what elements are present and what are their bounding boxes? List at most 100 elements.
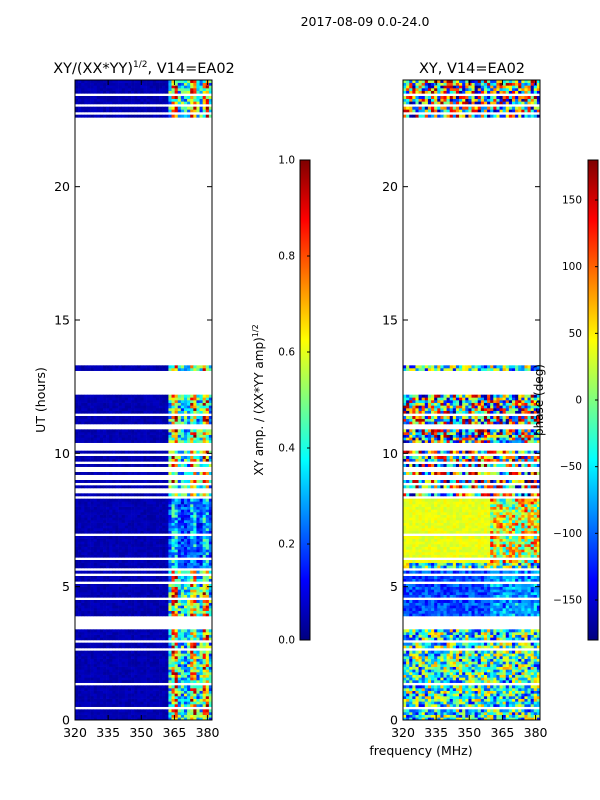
- amp-heat-cell: [208, 509, 213, 513]
- amp-heat-cell: [131, 704, 135, 707]
- phase-heat-cell: [468, 698, 472, 702]
- amp-heat-cell: [143, 450, 147, 454]
- amp-heat-cell: [208, 456, 213, 459]
- amp-heat-cell: [146, 509, 151, 513]
- amp-heat-cell: [81, 501, 85, 505]
- amp-heat-cell: [103, 717, 107, 721]
- amp-heat-cell: [118, 656, 122, 659]
- amp-heat-cell: [205, 90, 210, 94]
- amp-heat-cell: [162, 586, 166, 590]
- amp-heat-cell: [84, 669, 88, 673]
- amp-heat-cell: [177, 109, 182, 113]
- amp-heat-cell: [106, 509, 110, 513]
- amp-heat-cell: [90, 472, 94, 475]
- amp-heat-cell: [143, 688, 147, 691]
- amp-heat-cell: [121, 96, 126, 99]
- amp-heat-cell: [93, 656, 98, 659]
- amp-heat-cell: [140, 610, 144, 614]
- amp-heat-cell: [137, 645, 141, 649]
- amp-heat-cell: [118, 480, 122, 483]
- amp-heat-cell: [202, 693, 207, 697]
- amp-heat-cell: [177, 696, 182, 699]
- amp-heat-cell: [196, 602, 200, 606]
- amp-heat-cell: [180, 368, 185, 371]
- amp-heat-cell: [90, 664, 94, 667]
- amp-heat-cell: [190, 685, 194, 689]
- amp-heat-cell: [168, 552, 172, 555]
- amp-heat-cell: [174, 410, 179, 414]
- amp-heat-cell: [190, 514, 194, 518]
- phase-heat-cell: [462, 704, 466, 707]
- amp-heat-cell: [202, 717, 207, 721]
- amp-heat-cell: [174, 520, 179, 523]
- amp-heat-cell: [205, 549, 210, 553]
- amp-heat-cell: [199, 421, 203, 425]
- amp-heat-cell: [134, 672, 138, 675]
- amp-heat-cell: [190, 480, 194, 483]
- amp-heat-cell: [75, 98, 79, 102]
- amp-heat-cell: [171, 664, 175, 667]
- amp-heat-cell: [84, 549, 88, 553]
- amp-heat-cell: [193, 565, 197, 569]
- amp-heat-cell: [115, 480, 119, 483]
- amp-heat-cell: [106, 517, 110, 521]
- amp-heat-cell: [84, 602, 88, 606]
- amp-heat-cell: [183, 541, 188, 545]
- amp-heat-cell: [134, 664, 138, 667]
- amp-heat-cell: [155, 658, 160, 662]
- amp-heat-cell: [196, 90, 200, 94]
- amp-heat-cell: [137, 416, 141, 419]
- phase-heat-cell: [518, 714, 522, 718]
- amp-heat-cell: [196, 530, 200, 534]
- amp-heat-cell: [96, 432, 101, 435]
- amp-heat-cell: [193, 634, 197, 638]
- amp-heat-cell: [106, 432, 110, 435]
- amp-heat-cell: [149, 101, 154, 105]
- amp-heat-cell: [84, 458, 88, 462]
- amp-heat-cell: [99, 546, 104, 550]
- amp-heat-cell: [106, 613, 110, 617]
- amp-heat-cell: [131, 402, 135, 406]
- amp-heat-cell: [134, 90, 138, 94]
- amp-heat-cell: [177, 664, 182, 667]
- amp-heat-cell: [168, 90, 172, 94]
- amp-heat-cell: [75, 432, 79, 435]
- amp-ytick-label: 5: [62, 579, 70, 594]
- amp-heat-cell: [155, 365, 160, 369]
- amp-heat-cell: [202, 480, 207, 483]
- amp-heat-cell: [205, 485, 210, 489]
- amp-heat-cell: [149, 410, 154, 414]
- amp-heat-cell: [137, 498, 141, 502]
- amp-heat-cell: [127, 397, 132, 401]
- amp-heat-cell: [99, 704, 104, 707]
- amp-heat-cell: [93, 685, 98, 689]
- amp-heat-cell: [177, 408, 182, 411]
- amp-heat-cell: [127, 506, 132, 510]
- amp-heat-cell: [109, 514, 113, 518]
- amp-heat-cell: [183, 666, 188, 670]
- amp-heat-cell: [75, 517, 79, 521]
- amp-heat-cell: [134, 501, 138, 505]
- amp-heat-cell: [155, 429, 160, 433]
- amp-heat-cell: [118, 677, 122, 681]
- amp-heat-cell: [196, 549, 200, 553]
- amp-heat-cell: [183, 634, 188, 638]
- amp-heat-cell: [124, 546, 129, 550]
- amp-heat-cell: [78, 528, 82, 531]
- amp-heat-cell: [81, 634, 85, 638]
- amp-heat-cell: [190, 613, 194, 617]
- amp-heat-cell: [124, 82, 129, 86]
- amp-heat-cell: [127, 634, 132, 638]
- amp-heat-cell: [127, 528, 132, 531]
- amp-heat-cell: [183, 584, 188, 587]
- amp-heat-cell: [171, 397, 175, 401]
- amp-heat-cell: [155, 416, 160, 419]
- amp-heat-cell: [187, 698, 191, 702]
- amp-heat-cell: [193, 629, 197, 633]
- amp-heat-cell: [96, 656, 101, 659]
- amp-heat-cell: [174, 506, 179, 510]
- amp-heat-cell: [190, 656, 194, 659]
- amp-heat-cell: [177, 400, 182, 403]
- amp-heat-cell: [131, 480, 135, 483]
- amp-heat-cell: [174, 578, 179, 582]
